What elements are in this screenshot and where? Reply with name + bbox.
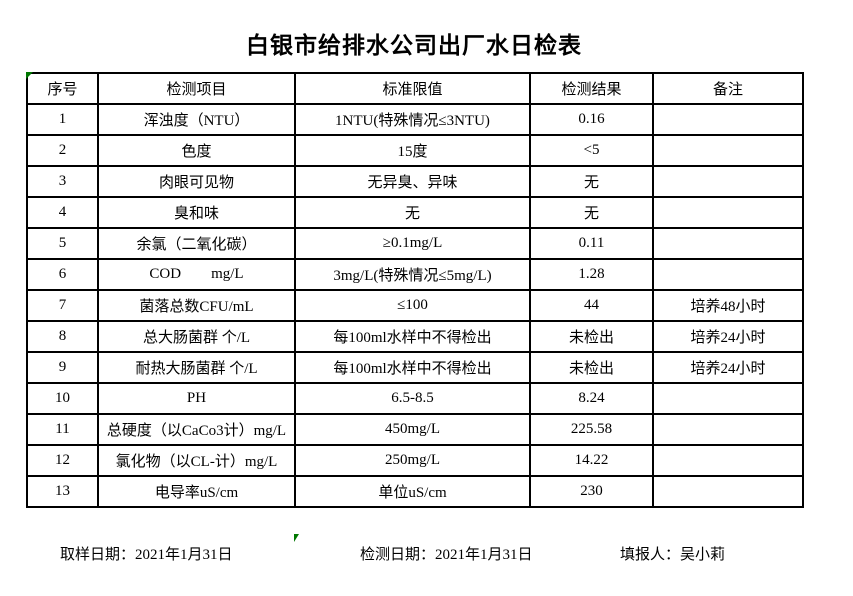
table-row: 10 PH 6.5-8.5 8.24 bbox=[26, 382, 804, 415]
table-row: 9 耐热大肠菌群 个/L 每100ml水样中不得检出 未检出 培养24小时 bbox=[26, 351, 804, 384]
cell-limit: 450mg/L bbox=[294, 413, 531, 446]
cell-limit: 250mg/L bbox=[294, 444, 531, 477]
header-cell-remark: 备注 bbox=[652, 72, 804, 105]
cell-result: 0.11 bbox=[529, 227, 654, 260]
cell-item: 氯化物（以CL-计）mg/L bbox=[97, 444, 296, 477]
cell-item: 臭和味 bbox=[97, 196, 296, 229]
cell-item: 电导率uS/cm bbox=[97, 475, 296, 508]
cell-limit: 6.5-8.5 bbox=[294, 382, 531, 415]
cell-result: <5 bbox=[529, 134, 654, 167]
cell-result: 8.24 bbox=[529, 382, 654, 415]
cell-no: 4 bbox=[26, 196, 99, 229]
page-title: 白银市给排水公司出厂水日检表 bbox=[246, 33, 582, 58]
reporter: 填报人：吴小莉 bbox=[620, 547, 726, 563]
cell-item: PH bbox=[97, 382, 296, 415]
cell-limit: ≥0.1mg/L bbox=[294, 227, 531, 260]
cell-remark bbox=[652, 165, 804, 198]
header-cell-result: 检测结果 bbox=[529, 72, 654, 105]
cell-result: 无 bbox=[529, 165, 654, 198]
cell-result: 14.22 bbox=[529, 444, 654, 477]
table-row: 4 臭和味 无 无 bbox=[26, 196, 804, 229]
table-row: 6 COD mg/L 3mg/L(特殊情况≤5mg/L) 1.28 bbox=[26, 258, 804, 291]
cell-remark bbox=[652, 382, 804, 415]
cell-no: 3 bbox=[26, 165, 99, 198]
table-row: 5 余氯（二氧化碳） ≥0.1mg/L 0.11 bbox=[26, 227, 804, 260]
table-row: 8 总大肠菌群 个/L 每100ml水样中不得检出 未检出 培养24小时 bbox=[26, 320, 804, 353]
cell-remark bbox=[652, 444, 804, 477]
cell-item: 总大肠菌群 个/L bbox=[97, 320, 296, 353]
cell-limit: 无异臭、异味 bbox=[294, 165, 531, 198]
table-header: 序号 检测项目 标准限值 检测结果 备注 bbox=[26, 72, 804, 105]
inspection-table: 序号 检测项目 标准限值 检测结果 备注 1 浑浊度（NTU） 1NTU(特殊情… bbox=[26, 72, 804, 508]
cell-item: COD mg/L bbox=[97, 258, 296, 291]
cell-result: 44 bbox=[529, 289, 654, 322]
cell-item: 总硬度（以CaCo3计）mg/L bbox=[97, 413, 296, 446]
cell-no: 6 bbox=[26, 258, 99, 291]
sampling-date: 取样日期：2021年1月31日 bbox=[60, 547, 233, 563]
table-row: 3 肉眼可见物 无异臭、异味 无 bbox=[26, 165, 804, 198]
table-row: 1 浑浊度（NTU） 1NTU(特殊情况≤3NTU) 0.16 bbox=[26, 103, 804, 136]
cell-remark bbox=[652, 134, 804, 167]
cell-limit: 3mg/L(特殊情况≤5mg/L) bbox=[294, 258, 531, 291]
cell-remark bbox=[652, 196, 804, 229]
cell-remark bbox=[652, 227, 804, 260]
cell-item: 余氯（二氧化碳） bbox=[97, 227, 296, 260]
table-body: 1 浑浊度（NTU） 1NTU(特殊情况≤3NTU) 0.16 2 色度 15度… bbox=[26, 103, 804, 508]
cell-result: 未检出 bbox=[529, 351, 654, 384]
cell-remark bbox=[652, 258, 804, 291]
table-row: 11 总硬度（以CaCo3计）mg/L 450mg/L 225.58 bbox=[26, 413, 804, 446]
cell-remark: 培养24小时 bbox=[652, 351, 804, 384]
cell-item: 肉眼可见物 bbox=[97, 165, 296, 198]
cell-result: 1.28 bbox=[529, 258, 654, 291]
cell-remark: 培养24小时 bbox=[652, 320, 804, 353]
table-row: 2 色度 15度 <5 bbox=[26, 134, 804, 167]
cell-limit: 1NTU(特殊情况≤3NTU) bbox=[294, 103, 531, 136]
cell-item: 菌落总数CFU/mL bbox=[97, 289, 296, 322]
cell-no: 13 bbox=[26, 475, 99, 508]
cell-no: 10 bbox=[26, 382, 99, 415]
cell-limit: 每100ml水样中不得检出 bbox=[294, 351, 531, 384]
cell-no: 5 bbox=[26, 227, 99, 260]
footer: 取样日期：2021年1月31日 检测日期：2021年1月31日 填报人：吴小莉 bbox=[0, 543, 853, 563]
cell-remark bbox=[652, 103, 804, 136]
excel-flag-marker-icon bbox=[294, 534, 299, 542]
cell-limit: 单位uS/cm bbox=[294, 475, 531, 508]
table-row: 7 菌落总数CFU/mL ≤100 44 培养48小时 bbox=[26, 289, 804, 322]
test-date: 检测日期：2021年1月31日 bbox=[360, 547, 533, 563]
cell-limit: 每100ml水样中不得检出 bbox=[294, 320, 531, 353]
cell-limit: ≤100 bbox=[294, 289, 531, 322]
table-header-row: 序号 检测项目 标准限值 检测结果 备注 bbox=[26, 72, 804, 105]
cell-no: 12 bbox=[26, 444, 99, 477]
cell-limit: 15度 bbox=[294, 134, 531, 167]
cell-remark bbox=[652, 413, 804, 446]
table-row: 13 电导率uS/cm 单位uS/cm 230 bbox=[26, 475, 804, 508]
cell-result: 225.58 bbox=[529, 413, 654, 446]
cell-item: 浑浊度（NTU） bbox=[97, 103, 296, 136]
cell-limit: 无 bbox=[294, 196, 531, 229]
cell-remark: 培养48小时 bbox=[652, 289, 804, 322]
cell-result: 无 bbox=[529, 196, 654, 229]
cell-no: 11 bbox=[26, 413, 99, 446]
cell-no: 7 bbox=[26, 289, 99, 322]
cell-remark bbox=[652, 475, 804, 508]
cell-result: 未检出 bbox=[529, 320, 654, 353]
cell-result: 230 bbox=[529, 475, 654, 508]
header-cell-item: 检测项目 bbox=[97, 72, 296, 105]
cell-item: 耐热大肠菌群 个/L bbox=[97, 351, 296, 384]
cell-no: 8 bbox=[26, 320, 99, 353]
header-cell-no: 序号 bbox=[26, 72, 99, 105]
table-row: 12 氯化物（以CL-计）mg/L 250mg/L 14.22 bbox=[26, 444, 804, 477]
cell-no: 2 bbox=[26, 134, 99, 167]
cell-item: 色度 bbox=[97, 134, 296, 167]
cell-no: 1 bbox=[26, 103, 99, 136]
cell-no: 9 bbox=[26, 351, 99, 384]
header-cell-limit: 标准限值 bbox=[294, 72, 531, 105]
excel-corner-marker-icon bbox=[26, 72, 33, 79]
cell-result: 0.16 bbox=[529, 103, 654, 136]
